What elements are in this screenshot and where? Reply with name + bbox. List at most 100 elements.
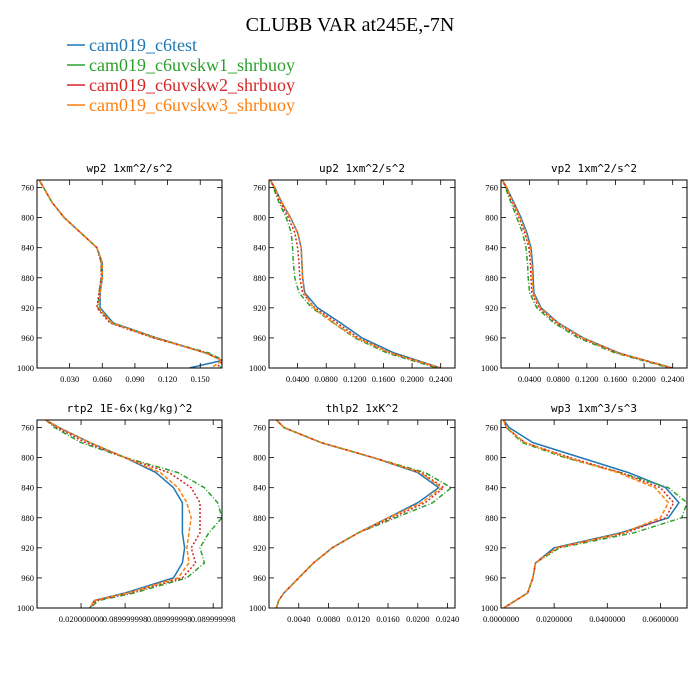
panel-title: rtp2 1E-6x(kg/kg)^2 — [67, 402, 193, 415]
figure-title: CLUBB VAR at245E,-7N — [246, 14, 455, 36]
plot-frame — [36, 419, 223, 609]
series-line — [45, 420, 201, 608]
panel-title: up2 1xm^2/s^2 — [319, 162, 405, 175]
panels: wp2 1xm^2/s^2 760 800 840 880 920 960 1000 0.030… — [17, 162, 688, 624]
y-tick-label: 880 — [253, 273, 266, 283]
y-tick-label: 920 — [21, 543, 34, 553]
y-tick-label: 800 — [485, 213, 498, 223]
y-tick-label: 1000 — [17, 363, 34, 373]
x-tick-label: 0.150 — [191, 374, 210, 384]
legend: cam019_c6testcam019_c6uvskw1_shrbuoycam0… — [67, 35, 295, 115]
y-tick-label: 840 — [253, 243, 266, 253]
x-tick-label: 0.1200 — [575, 374, 598, 384]
x-tick-label: 0.1200 — [343, 374, 366, 384]
x-tick-label: 0.1600 — [604, 374, 627, 384]
x-tick-label: 0.2400 — [661, 374, 684, 384]
y-tick-label: 920 — [253, 303, 266, 313]
series-line — [269, 180, 441, 368]
x-tick-label: 0.0400 — [286, 374, 309, 384]
y-tick-label: 840 — [485, 483, 498, 493]
y-tick-label: 960 — [21, 333, 34, 343]
series-line — [269, 180, 441, 368]
y-tick-label: 760 — [485, 183, 498, 193]
panel-title: thlp2 1xK^2 — [326, 402, 399, 415]
series-line — [275, 420, 453, 608]
plot-frame — [500, 419, 688, 609]
x-tick-label: 0.2000 — [632, 374, 655, 384]
series-line — [38, 180, 222, 368]
y-tick-label: 760 — [21, 183, 34, 193]
y-tick-label: 800 — [21, 453, 34, 463]
series-line — [38, 180, 222, 368]
y-tick-label: 960 — [253, 573, 266, 583]
y-tick-label: 760 — [485, 423, 498, 433]
x-tick-label: 0.089999998 — [147, 614, 192, 624]
x-tick-label: 0.060 — [93, 374, 112, 384]
x-tick-label: 0.2000 — [400, 374, 423, 384]
panel-4: rtp2 1E-6x(kg/kg)^2 760 800 840 880 920 960 100… — [17, 402, 236, 624]
x-tick-label: 0.0000000 — [483, 614, 519, 624]
plot-frame — [268, 419, 456, 609]
y-tick-label: 880 — [21, 273, 34, 283]
panel-title: vp2 1xm^2/s^2 — [551, 162, 637, 175]
series-line — [269, 180, 438, 368]
x-tick-label: 0.030 — [60, 374, 79, 384]
series-line — [45, 420, 222, 608]
series-line — [501, 180, 672, 368]
series-line — [503, 420, 680, 608]
panel-6: wp3 1xm^3/s^3 760 800 840 880 920 960 10000.000… — [481, 402, 688, 624]
plot-frame — [36, 179, 223, 369]
x-tick-label: 0.0400 — [518, 374, 541, 384]
y-tick-label: 840 — [21, 483, 34, 493]
panel-1: wp2 1xm^2/s^2 760 800 840 880 920 960 1000 0.030… — [17, 162, 223, 384]
x-tick-label: 0.0800 — [315, 374, 338, 384]
y-tick-label: 1000 — [481, 603, 498, 613]
series-line — [275, 420, 443, 608]
legend-entry: cam019_c6uvskw3_shrbuoy — [89, 95, 295, 115]
y-tick-label: 960 — [485, 333, 498, 343]
y-tick-label: 760 — [21, 423, 34, 433]
x-tick-label: 0.2400 — [429, 374, 452, 384]
series-line — [269, 180, 440, 368]
y-tick-label: 920 — [485, 543, 498, 553]
y-tick-label: 840 — [485, 243, 498, 253]
panel-title: wp2 1xm^2/s^2 — [86, 162, 172, 175]
x-tick-label: 0.0120 — [347, 614, 370, 624]
x-tick-label: 0.089999998 — [191, 614, 236, 624]
series-line — [275, 420, 440, 608]
x-tick-label: 0.020000000 — [59, 614, 104, 624]
y-tick-label: 880 — [485, 273, 498, 283]
panel-5: thlp2 1xK^2 760 800 840 880 920 960 1000 0.0040 0… — [249, 402, 459, 624]
x-tick-label: 0.120 — [158, 374, 177, 384]
legend-entry: cam019_c6uvskw2_shrbuoy — [89, 75, 295, 95]
x-tick-label: 0.0800 — [547, 374, 570, 384]
y-tick-label: 880 — [21, 513, 34, 523]
plot-frame — [268, 179, 456, 369]
y-tick-label: 920 — [21, 303, 34, 313]
panel-title: wp3 1xm^3/s^3 — [551, 402, 637, 415]
series-line — [275, 420, 445, 608]
x-tick-label: 0.1600 — [372, 374, 395, 384]
y-tick-label: 840 — [21, 243, 34, 253]
panel-3: vp2 1xm^2/s^2 760 800 840 880 920 960 1000 0.040… — [481, 162, 688, 384]
series-line — [502, 420, 675, 608]
y-tick-label: 960 — [485, 573, 498, 583]
series-line — [502, 420, 687, 608]
series-line — [45, 420, 192, 608]
series-line — [45, 420, 186, 608]
legend-entry: cam019_c6uvskw1_shrbuoy — [89, 55, 295, 75]
y-tick-label: 760 — [253, 423, 266, 433]
legend-entry: cam019_c6test — [89, 35, 197, 55]
y-tick-label: 800 — [21, 213, 34, 223]
plot-frame — [500, 179, 688, 369]
x-tick-label: 0.0040 — [287, 614, 310, 624]
y-tick-label: 1000 — [249, 363, 266, 373]
series-line — [501, 180, 670, 368]
y-tick-label: 800 — [253, 453, 266, 463]
y-tick-label: 760 — [253, 183, 266, 193]
x-tick-label: 0.090 — [125, 374, 144, 384]
series-line — [38, 180, 222, 368]
x-tick-label: 0.0080 — [317, 614, 340, 624]
x-tick-label: 0.0160 — [376, 614, 399, 624]
y-tick-label: 920 — [253, 543, 266, 553]
